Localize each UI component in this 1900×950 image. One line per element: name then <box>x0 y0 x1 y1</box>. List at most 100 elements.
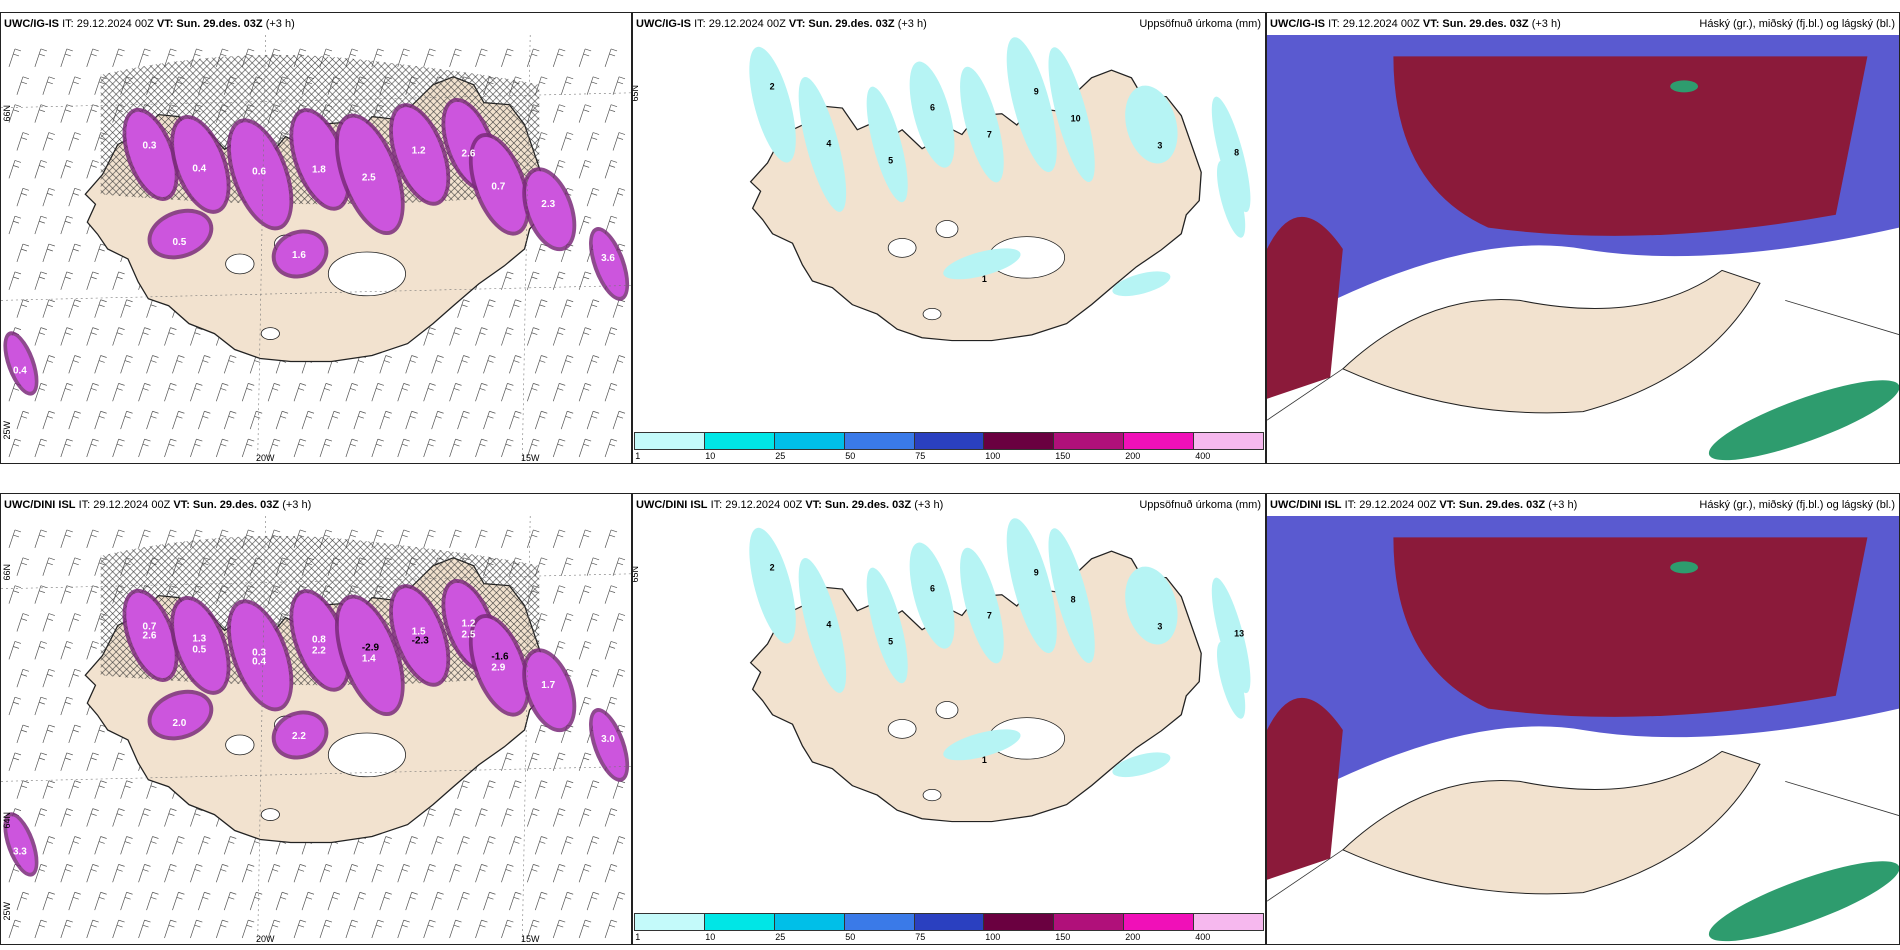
legend-color-segment <box>704 914 775 930</box>
wind-barb <box>86 438 99 458</box>
snow-band <box>7 335 35 392</box>
precip-area <box>960 547 1004 664</box>
wind-barb <box>42 299 55 318</box>
precip-area <box>1125 85 1178 164</box>
snow-value-label: 0.7 <box>143 621 157 632</box>
wind-barb <box>68 613 81 632</box>
wind-barb <box>112 752 125 771</box>
wind-barb <box>223 410 237 430</box>
legend-colorbar <box>634 913 1264 931</box>
wind-barb <box>16 557 30 576</box>
wind-barb <box>60 641 73 660</box>
wind-barb <box>501 438 514 458</box>
wind-barb <box>42 410 55 430</box>
wind-barb <box>475 808 488 827</box>
wind-barb <box>223 891 237 911</box>
cloud-map <box>1267 516 1899 944</box>
wind-barb <box>397 48 410 67</box>
lat-label: 25W <box>2 902 12 921</box>
wind-barb <box>423 808 436 827</box>
wind-barb <box>275 891 289 911</box>
wind-barb <box>612 891 626 911</box>
wind-barb <box>138 919 151 939</box>
wind-barb <box>42 243 55 263</box>
precip-value-labels: 2 4 5 6 7 9 8 3 13 1 <box>770 563 1245 765</box>
wind-barb <box>112 919 125 939</box>
wind-barb <box>146 836 159 855</box>
legend-color-segment <box>1054 433 1125 449</box>
valid-time: VT: Sun. 29.des. 03Z <box>788 18 895 30</box>
snow-value-labels: 0.7 0.5 0.3 2.2 1.4 1.5 2.5 2.9 1.7 2.0 2.2 3.0 3.3 2… <box>13 618 615 857</box>
precip-area <box>943 729 1021 761</box>
wind-barb <box>371 864 384 883</box>
precip-area <box>943 248 1021 280</box>
wind-barb <box>86 383 99 402</box>
wind-barb <box>138 48 151 67</box>
legend-color-segment <box>635 433 705 449</box>
wind-barb <box>42 668 55 688</box>
wind-barb <box>60 271 73 290</box>
wind-barb <box>560 557 574 576</box>
wind-barb <box>457 355 470 374</box>
wind-barb <box>379 836 392 855</box>
wind-barb <box>604 864 618 883</box>
wind-barb <box>423 48 436 67</box>
snow-band <box>230 122 290 227</box>
wind-barb <box>578 919 592 939</box>
lead-time: (+3 h) <box>897 18 927 30</box>
panel-bottom-left: UWC/DINI ISL IT: 29.12.2024 00Z VT: Sun.… <box>0 493 632 945</box>
snow-value-label: -1.6 <box>491 651 509 662</box>
wind-barb <box>42 76 55 95</box>
wind-barb <box>42 187 55 207</box>
wind-barb <box>612 355 626 374</box>
snow-band <box>7 816 35 873</box>
legend-tick-label: 25 <box>775 451 786 461</box>
panel-top-right: UWC/IG-IS IT: 29.12.2024 00Z VT: Sun. 29… <box>1266 12 1900 464</box>
legend-tick-label: 100 <box>985 932 1001 942</box>
panel-header: UWC/IG-IS IT: 29.12.2024 00Z VT: Sun. 29… <box>1 13 631 35</box>
snow-value-label: 0.7 <box>491 181 505 192</box>
precip-value-label: 13 <box>1234 628 1244 638</box>
wind-barb <box>501 48 514 67</box>
wind-barb <box>68 724 81 744</box>
wind-barb <box>586 891 600 911</box>
wind-barb <box>552 752 566 771</box>
legend-tick-label: 75 <box>915 932 926 942</box>
wind-barb <box>604 585 618 604</box>
legend-ticks: 1 10 25 50 75 100 150 200 400 <box>634 450 1264 462</box>
wind-barb <box>42 557 55 576</box>
low-cloud-area <box>1708 861 1899 942</box>
wind-barb <box>223 836 237 855</box>
panel-header: UWC/DINI ISL IT: 29.12.2024 00Z VT: Sun.… <box>1267 494 1899 516</box>
wind-barb <box>138 808 151 827</box>
valid-time: VT: Sun. 29.des. 03Z <box>173 499 280 511</box>
wind-barb <box>68 299 81 318</box>
wind-barb <box>578 641 592 660</box>
wind-barb <box>501 529 514 548</box>
legend-color-segment <box>914 914 985 930</box>
high-cloud-area <box>1267 697 1343 880</box>
lat-label: 64N <box>2 812 12 829</box>
glacier-langjokull <box>887 719 917 739</box>
wind-barb <box>34 160 47 179</box>
wind-barb <box>534 780 548 799</box>
wind-barb <box>509 780 522 799</box>
wind-barb <box>534 299 548 318</box>
wind-barb <box>552 585 566 604</box>
grid-lines <box>1 516 631 944</box>
wind-barb <box>431 836 444 855</box>
wind-barb <box>60 215 73 235</box>
wind-barb <box>16 668 30 688</box>
wind-barb <box>34 271 47 290</box>
wind-barb <box>68 891 81 911</box>
lat-label: 65N <box>632 566 640 583</box>
panel-title: Uppsöfnuð úrkoma (mm) <box>1139 499 1261 511</box>
wind-barb <box>327 891 341 911</box>
precip-area <box>1125 566 1178 645</box>
wind-barb <box>449 919 462 939</box>
snow-band <box>275 233 325 275</box>
lead-time: (+3 h) <box>282 499 312 511</box>
legend-color-segment <box>635 914 705 930</box>
panel-header: UWC/IG-IS IT: 29.12.2024 00Z VT: Sun. 29… <box>1267 13 1899 35</box>
wind-barb <box>345 919 358 939</box>
